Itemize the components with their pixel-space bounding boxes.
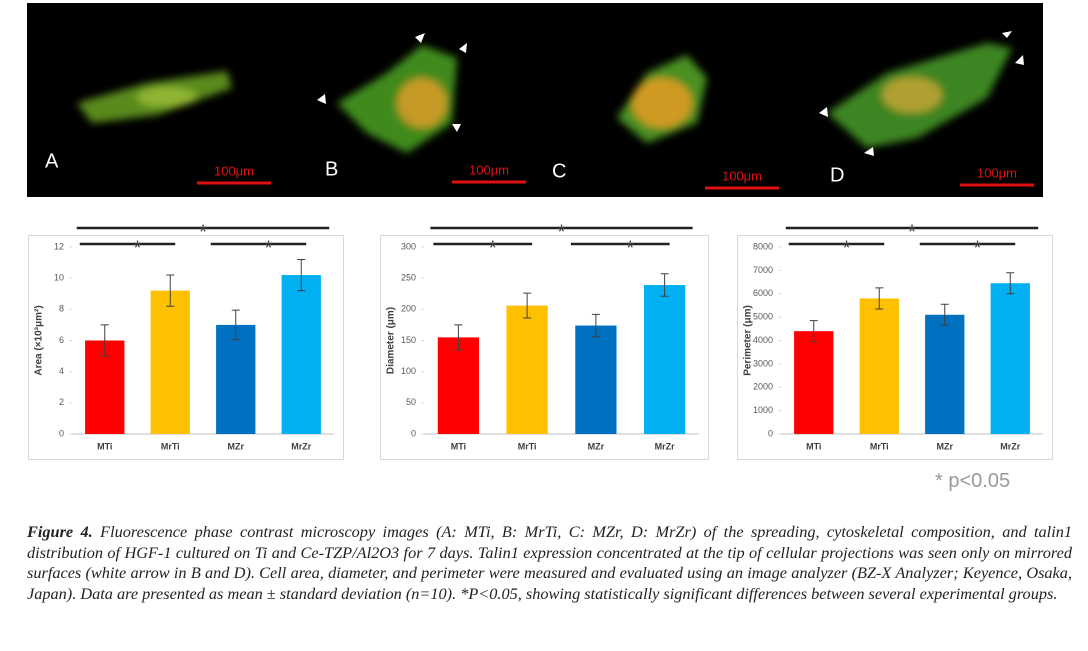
significance-star: *: [974, 237, 982, 259]
error-bar: [166, 274, 175, 307]
panel-labels: A 100μm B 100μm C 100μm D 100μm: [45, 150, 1034, 190]
bar-chart: Perimeter (μm) 0 1000 2000 3000 4000 5000 6000 7…: [737, 221, 1053, 460]
y-tick-label: 300: [401, 241, 416, 251]
y-tick-label: 0: [411, 428, 416, 438]
y-tick-label: 5000: [753, 312, 773, 322]
significance-star: *: [908, 221, 916, 243]
y-tick-label: 12: [54, 241, 64, 251]
bar: [281, 275, 321, 434]
error-bar: [660, 273, 669, 297]
x-tick-label: MTi: [806, 441, 821, 451]
panel-label: B: [325, 158, 338, 180]
error-bar: [1006, 272, 1015, 295]
bar-chart: Diameter (μm) 0 50 100 150 200 250 300 MTi MrTi MZ…: [380, 221, 709, 460]
significance-star: *: [134, 237, 142, 259]
y-tick-label: 150: [401, 335, 416, 345]
y-tick-label: 4: [59, 366, 64, 376]
bar: [437, 337, 479, 434]
error-bar: [454, 324, 463, 351]
y-tick-label: 3000: [753, 358, 773, 368]
y-tick-label: 200: [401, 304, 416, 314]
y-axis-label: Area (×10³μm²): [34, 305, 45, 375]
error-bar: [231, 309, 240, 341]
y-tick-label: 6: [59, 335, 64, 345]
bar: [859, 298, 899, 434]
y-tick-label: 4000: [753, 335, 773, 345]
x-tick-label: MZr: [228, 441, 245, 451]
cells: [77, 43, 1012, 153]
x-tick-label: MrZr: [291, 441, 311, 451]
x-tick-label: MrTi: [161, 441, 180, 451]
y-tick-label: 0: [768, 428, 773, 438]
y-axis-label: Perimeter (μm): [743, 305, 754, 376]
y-tick-label: 100: [401, 366, 416, 376]
bar: [644, 285, 686, 434]
bar: [506, 305, 548, 434]
y-tick-label: 2: [59, 397, 64, 407]
chart-frame: [28, 235, 344, 460]
x-tick-label: MTi: [97, 441, 112, 451]
y-axis-label: Diameter (μm): [386, 307, 397, 374]
bar: [150, 290, 190, 434]
y-tick-label: 10: [54, 273, 64, 283]
caption: Figure 4. Fluorescence phase contrast mi…: [27, 522, 1072, 604]
chart-frame: [380, 235, 709, 460]
significance-star: *: [199, 221, 207, 243]
significance-star: *: [489, 237, 497, 259]
error-bar: [591, 313, 600, 338]
y-tick-label: 50: [406, 397, 416, 407]
caption-label: Figure 4.: [27, 522, 93, 541]
bar: [575, 325, 617, 434]
error-bar: [297, 258, 306, 292]
y-tick-label: 8: [59, 304, 64, 314]
x-tick-label: MZr: [588, 441, 605, 451]
scale-label: 100μm: [722, 168, 762, 183]
bar: [925, 314, 965, 434]
panel-label: D: [830, 164, 844, 186]
significance-star: *: [265, 237, 273, 259]
caption-text: Fluorescence phase contrast microscopy i…: [27, 522, 1072, 603]
x-tick-label: MrZr: [655, 441, 675, 451]
y-tick-label: 250: [401, 273, 416, 283]
error-bar: [940, 303, 949, 326]
error-bar: [809, 320, 818, 343]
scale-label: 100μm: [977, 165, 1017, 180]
panel-label: A: [45, 150, 59, 172]
scale-label: 100μm: [469, 162, 509, 177]
significance-note: * p<0.05: [935, 470, 1011, 492]
significance-star: *: [626, 237, 634, 259]
x-tick-label: MZr: [937, 441, 954, 451]
x-tick-label: MTi: [451, 441, 466, 451]
error-bar: [100, 324, 109, 357]
bar: [794, 331, 834, 434]
y-tick-label: 1000: [753, 405, 773, 415]
chart-frame: [737, 235, 1053, 460]
error-bar: [875, 287, 884, 310]
arrowheads: [317, 31, 1024, 156]
error-bar: [523, 292, 532, 319]
significance-star: *: [558, 221, 566, 243]
bar: [990, 283, 1030, 434]
y-tick-label: 2000: [753, 382, 773, 392]
y-tick-label: 6000: [753, 288, 773, 298]
scale-label: 100μm: [214, 163, 254, 178]
x-tick-label: MrTi: [870, 441, 889, 451]
panel-label: C: [552, 160, 566, 182]
y-tick-label: 7000: [753, 265, 773, 275]
bar-chart: Area (×10³μm²) 0 2 4 6 8 10 12 MTi MrTi MZr MrZr * * *: [28, 221, 344, 460]
microscopy-panel: A 100μm B 100μm C 100μm D 100μm: [27, 3, 1043, 197]
x-tick-label: MrTi: [518, 441, 537, 451]
y-tick-label: 0: [59, 428, 64, 438]
bar: [216, 324, 256, 434]
significance-star: *: [843, 237, 851, 259]
x-tick-label: MrZr: [1000, 441, 1020, 451]
y-tick-label: 8000: [753, 241, 773, 251]
